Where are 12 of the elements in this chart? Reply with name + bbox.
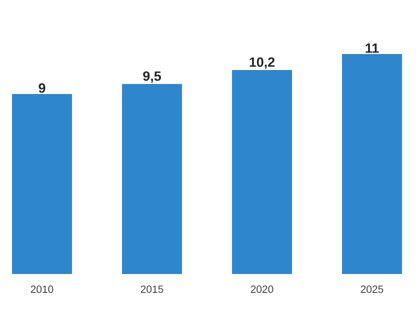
data-label: 9,5 — [143, 71, 161, 83]
bar — [12, 94, 72, 274]
x-tick-label: 2015 — [140, 286, 164, 293]
data-label: 10,2 — [250, 57, 275, 69]
data-label: 9 — [38, 83, 46, 93]
x-tick-label: 2010 — [30, 286, 54, 293]
x-tick-label: 2025 — [360, 286, 384, 293]
x-tick-label: 2020 — [250, 286, 274, 293]
data-label: 11 — [366, 44, 379, 53]
bar — [232, 70, 292, 274]
bar — [342, 54, 402, 274]
bar — [122, 84, 182, 274]
